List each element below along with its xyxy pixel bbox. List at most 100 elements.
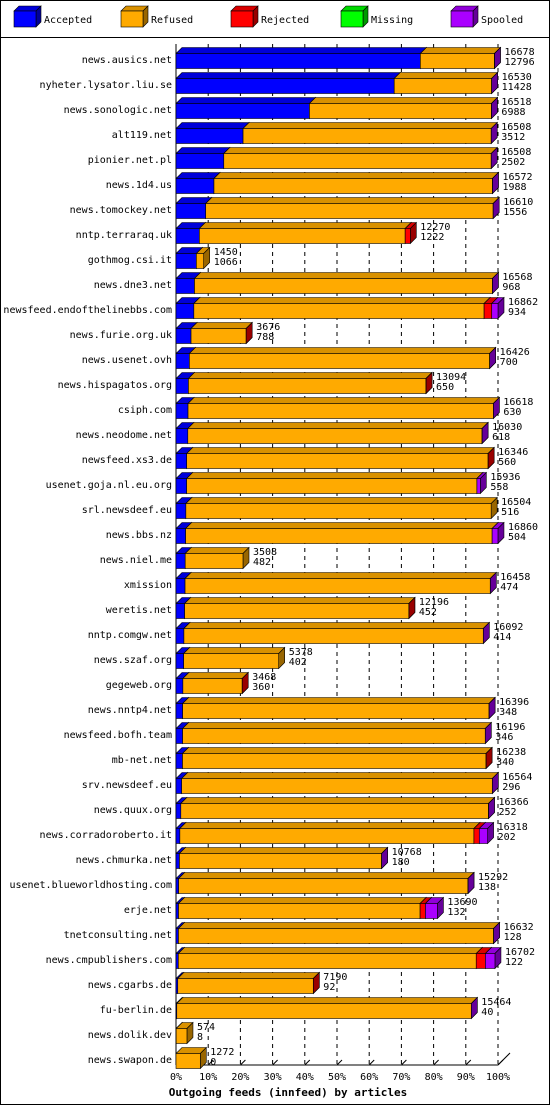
- bar-segment-rejected: [245, 321, 253, 345]
- accepted-label: 482: [253, 557, 271, 568]
- category-label: usenet.goja.nl.eu.org: [46, 480, 172, 491]
- bar-segment-refused: [193, 271, 500, 295]
- total-label: 16366: [499, 797, 529, 808]
- accepted-label: 3512: [501, 132, 525, 143]
- x-tick: [465, 1059, 472, 1066]
- bar-segment-refused: [198, 221, 412, 245]
- accepted-label: 122: [505, 957, 523, 968]
- accepted-label: 252: [499, 807, 517, 818]
- total-label: 15464: [481, 997, 511, 1008]
- category-label: news.cgarbs.de: [88, 980, 172, 991]
- legend-label: Rejected: [261, 15, 309, 26]
- category-label: news.chmurka.net: [76, 855, 172, 866]
- x-tick: [368, 1059, 375, 1066]
- accepted-label: 0: [210, 1057, 216, 1068]
- legend-swatch: [340, 10, 364, 28]
- bar-segment-refused: [176, 996, 479, 1020]
- legend-swatch: [230, 10, 254, 28]
- category-label: news.cmpublishers.com: [46, 955, 172, 966]
- bar-segment-refused: [184, 521, 499, 545]
- total-label: 16508: [501, 147, 531, 158]
- accepted-label: 1556: [503, 207, 527, 218]
- bar-segment-spooled: [492, 396, 501, 420]
- category-label: news.dne3.net: [94, 280, 172, 291]
- legend-item: Refused: [120, 5, 193, 28]
- bar-segment-accepted: [175, 171, 221, 195]
- bar-segment-refused: [190, 321, 253, 345]
- total-label: 1450: [214, 247, 238, 258]
- accepted-label: 1222: [420, 232, 444, 243]
- bar-segment-spooled: [478, 821, 495, 845]
- total-label: 7190: [323, 972, 347, 983]
- bar-segment-accepted: [175, 96, 317, 120]
- total-label: 5378: [289, 647, 313, 658]
- accepted-label: 11428: [502, 82, 532, 93]
- bar-segment-refused: [393, 71, 499, 95]
- legend-label: Refused: [151, 15, 193, 26]
- bar-segment-refused: [204, 196, 500, 220]
- bar-segment-refused: [177, 946, 483, 970]
- category-label: news.bbs.nz: [106, 530, 172, 541]
- bar-segment-refused: [183, 596, 416, 620]
- accepted-label: 2502: [501, 157, 525, 168]
- bar-segment-accepted: [175, 146, 231, 170]
- bar-segment-refused: [181, 746, 493, 770]
- category-label: srl.newsdeef.eu: [82, 505, 172, 516]
- category-label: nntp.terraraq.uk: [76, 230, 172, 241]
- x-tick-label: 40%: [296, 1072, 314, 1083]
- total-label: 12270: [420, 222, 450, 233]
- accepted-label: 6988: [501, 107, 525, 118]
- x-tick-label: 20%: [231, 1072, 249, 1083]
- accepted-label: 40: [481, 1007, 493, 1018]
- bar-segment-spooled: [487, 796, 496, 820]
- total-label: 3468: [252, 672, 276, 683]
- accepted-label: 348: [499, 707, 517, 718]
- x-tick: [304, 1059, 311, 1066]
- category-label: news.niel.me: [100, 555, 172, 566]
- bar-segment-refused: [181, 696, 496, 720]
- total-label: 10768: [392, 847, 422, 858]
- total-label: 16572: [502, 172, 532, 183]
- bar-segment-refused: [177, 871, 475, 895]
- x-tick: [272, 1059, 278, 1066]
- bar-segment-spooled: [488, 696, 496, 720]
- bar-segment-refused: [184, 571, 497, 595]
- bar-segment-spooled: [490, 96, 499, 120]
- accepted-label: 1066: [214, 257, 238, 268]
- total-label: 16030: [492, 422, 522, 433]
- bar-segment-refused: [188, 346, 497, 370]
- total-label: 574: [197, 1022, 215, 1033]
- bar-segment-accepted: [175, 71, 401, 95]
- x-tick: [207, 1059, 214, 1066]
- category-label: news.swapon.de: [88, 1055, 172, 1066]
- total-label: 16568: [502, 272, 532, 283]
- bar-segment-refused: [308, 96, 499, 120]
- bar-segment-refused: [183, 621, 491, 645]
- chart-legend: Accepted Refused Rejected Missing Spooled: [13, 5, 523, 28]
- category-label: news.usenet.ovh: [82, 355, 172, 366]
- total-label: 1272: [210, 1047, 234, 1058]
- total-label: 3508: [253, 547, 277, 558]
- total-label: 16396: [499, 697, 529, 708]
- total-label: 16318: [498, 822, 528, 833]
- bar-segment-refused: [181, 721, 492, 745]
- category-label: newsfeed.bofh.team: [64, 730, 172, 741]
- total-label: 16508: [501, 122, 531, 133]
- x-tick-label: 60%: [360, 1072, 378, 1083]
- bar-segment-refused: [193, 296, 491, 320]
- total-label: 13094: [436, 372, 466, 383]
- bar-segment-accepted: [175, 121, 250, 145]
- bar-segment-refused: [180, 796, 496, 820]
- bar-segment-refused: [419, 46, 502, 70]
- bar-segment-spooled: [481, 421, 489, 445]
- x-axis-title: Outgoing feeds (innfeed) by articles: [169, 1086, 407, 1099]
- x-tick: [497, 1059, 504, 1066]
- accepted-label: 516: [501, 507, 519, 518]
- bar-segment-rejected: [408, 596, 416, 620]
- category-label: news.dolik.dev: [88, 1030, 172, 1041]
- legend-label: Missing: [371, 15, 413, 26]
- total-label: 16618: [503, 397, 533, 408]
- x-tick: [433, 1059, 439, 1066]
- x-tick-label: 70%: [392, 1072, 410, 1083]
